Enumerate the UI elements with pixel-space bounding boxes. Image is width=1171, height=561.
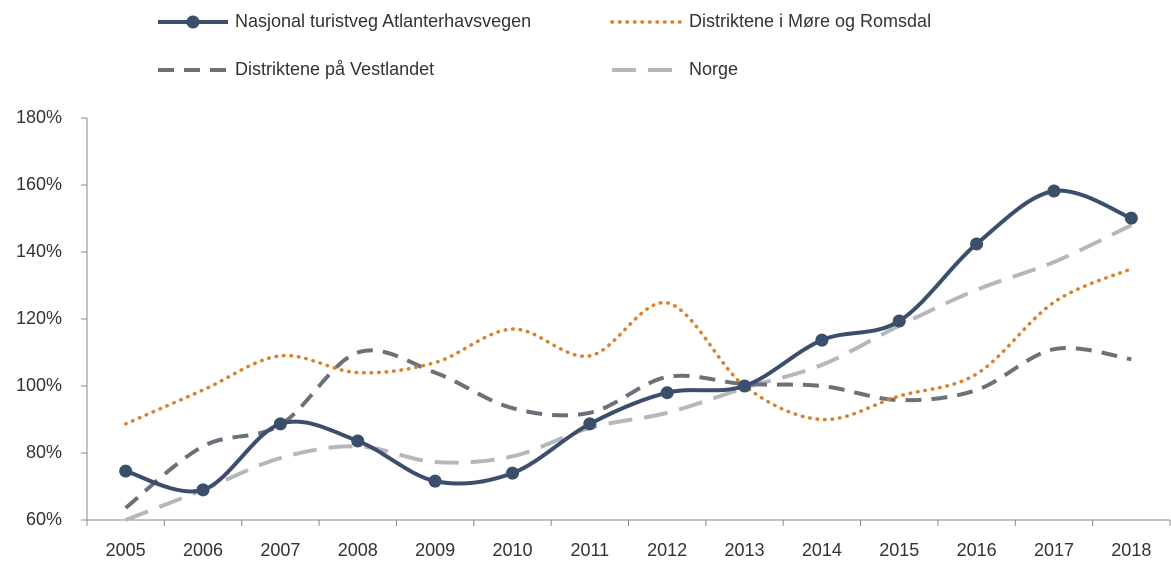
point (351, 434, 365, 448)
x-tick-label: 2017 (1034, 540, 1074, 560)
x-tick-label: 2014 (802, 540, 842, 560)
legend-label: Nasjonal turistveg Atlanterhavsvegen (235, 11, 531, 31)
x-tick-label: 2008 (338, 540, 378, 560)
x-tick-label: 2006 (183, 540, 223, 560)
y-tick-label: 180% (16, 107, 62, 127)
point (583, 417, 597, 431)
legend-marker (186, 15, 200, 29)
y-tick-label: 100% (16, 375, 62, 395)
line-series (125, 188, 1133, 494)
y-tick-label: 60% (26, 509, 62, 529)
point (119, 464, 133, 478)
point (428, 474, 442, 488)
x-tick-label: 2005 (106, 540, 146, 560)
point (970, 237, 984, 251)
x-tick-label: 2015 (879, 540, 919, 560)
line-series (124, 346, 1132, 510)
x-tick-label: 2016 (957, 540, 997, 560)
x-tick-label: 2011 (570, 540, 609, 560)
x-tick-label: 2009 (415, 540, 455, 560)
x-tick-label: 2012 (647, 540, 687, 560)
x-tick-label: 2007 (260, 540, 300, 560)
x-tick-label: 2018 (1111, 540, 1151, 560)
point (815, 333, 829, 347)
point (505, 466, 519, 480)
point (892, 314, 906, 328)
y-tick-label: 120% (16, 308, 62, 328)
legend-label: Distriktene på Vestlandet (235, 59, 434, 79)
x-tick-label: 2013 (725, 540, 765, 560)
point (273, 417, 287, 431)
y-tick-label: 160% (16, 174, 62, 194)
y-tick-label: 80% (26, 442, 62, 462)
point (196, 483, 210, 497)
point (1124, 211, 1138, 225)
legend-label: Distriktene i Møre og Romsdal (689, 11, 931, 31)
y-tick-label: 140% (16, 241, 62, 261)
point (1047, 184, 1061, 198)
point (660, 386, 674, 400)
line-series (123, 267, 1134, 426)
point (738, 379, 752, 393)
legend-label: Norge (689, 59, 738, 79)
x-tick-label: 2010 (492, 540, 532, 560)
